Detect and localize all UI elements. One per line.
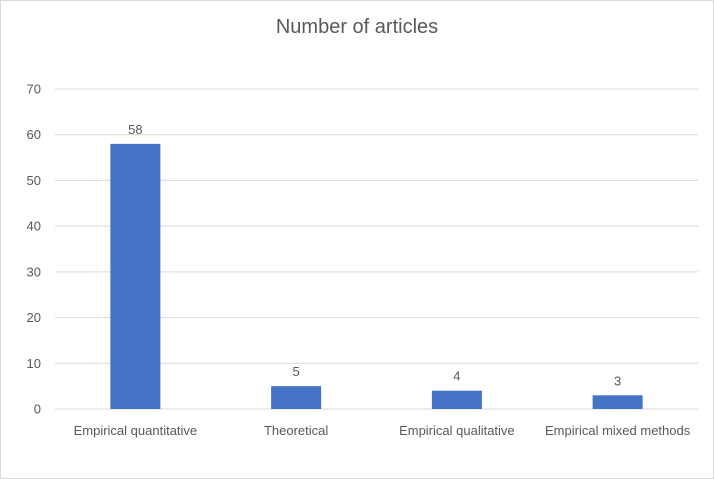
y-axis: 0 10 20 30 40 50 60 70	[27, 82, 41, 417]
gridlines	[55, 88, 698, 410]
y-tick-label-50: 50	[27, 173, 41, 188]
bar-1	[271, 386, 322, 409]
y-tick-label-10: 10	[27, 356, 41, 371]
x-axis: Empirical quantitative Theoretical Empiric…	[74, 423, 691, 438]
y-tick-label-60: 60	[27, 127, 41, 142]
y-tick-label-20: 20	[27, 310, 41, 325]
x-category-label-3: Empirical mixed methods	[545, 423, 691, 438]
y-tick-label-0: 0	[34, 402, 41, 417]
x-category-label-0: Empirical quantitative	[74, 423, 198, 438]
data-label-1: 5	[293, 364, 300, 379]
bar-2	[431, 390, 482, 409]
chart-title: Number of articles	[275, 16, 439, 38]
x-category-label-1: Theoretical	[264, 423, 328, 438]
bar-3	[592, 395, 643, 409]
bars: 58 5 4 3	[110, 122, 643, 409]
data-label-2: 4	[453, 369, 460, 384]
y-tick-label-70: 70	[27, 82, 41, 97]
y-tick-label-30: 30	[27, 264, 41, 279]
bar-0	[110, 143, 161, 409]
x-category-label-2: Empirical qualitative	[399, 423, 515, 438]
y-tick-label-40: 40	[27, 219, 41, 234]
data-label-3: 3	[614, 373, 621, 388]
data-label-0: 58	[128, 122, 142, 137]
